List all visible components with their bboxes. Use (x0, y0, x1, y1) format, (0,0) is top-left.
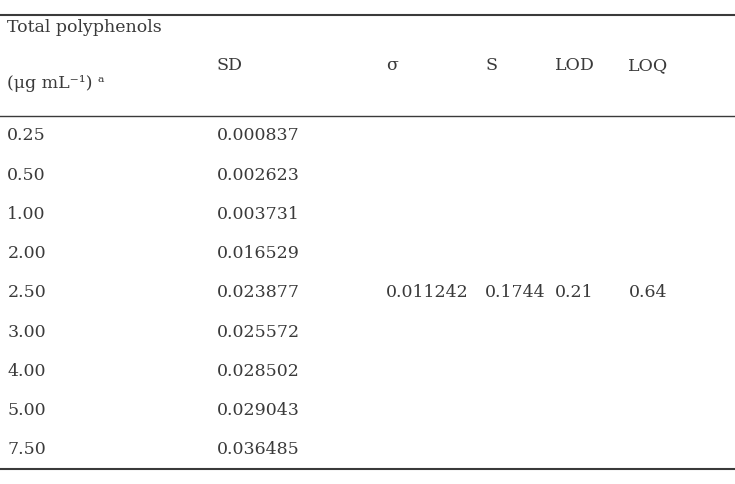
Text: 0.50: 0.50 (7, 166, 46, 183)
Text: 2.50: 2.50 (7, 284, 46, 302)
Text: 0.016529: 0.016529 (217, 245, 300, 262)
Text: 4.00: 4.00 (7, 363, 46, 380)
Text: 0.21: 0.21 (555, 284, 594, 302)
Text: S: S (485, 57, 497, 74)
Text: 3.00: 3.00 (7, 324, 46, 341)
Text: 0.036485: 0.036485 (217, 441, 300, 458)
Text: 0.029043: 0.029043 (217, 402, 300, 419)
Text: 0.25: 0.25 (7, 127, 46, 144)
Text: 0.64: 0.64 (628, 284, 667, 302)
Text: LOQ: LOQ (628, 57, 669, 74)
Text: 0.023877: 0.023877 (217, 284, 300, 302)
Text: Total polyphenols: Total polyphenols (7, 19, 162, 36)
Text: 2.00: 2.00 (7, 245, 46, 262)
Text: 0.003731: 0.003731 (217, 206, 300, 223)
Text: LOD: LOD (555, 57, 595, 74)
Text: σ: σ (386, 57, 398, 74)
Text: 0.028502: 0.028502 (217, 363, 300, 380)
Text: 5.00: 5.00 (7, 402, 46, 419)
Text: (μg mL⁻¹) ᵃ: (μg mL⁻¹) ᵃ (7, 75, 105, 92)
Text: 0.025572: 0.025572 (217, 324, 300, 341)
Text: 7.50: 7.50 (7, 441, 46, 458)
Text: 1.00: 1.00 (7, 206, 46, 223)
Text: 0.002623: 0.002623 (217, 166, 300, 183)
Text: 0.1744: 0.1744 (485, 284, 545, 302)
Text: SD: SD (217, 57, 243, 74)
Text: 0.011242: 0.011242 (386, 284, 469, 302)
Text: 0.000837: 0.000837 (217, 127, 300, 144)
